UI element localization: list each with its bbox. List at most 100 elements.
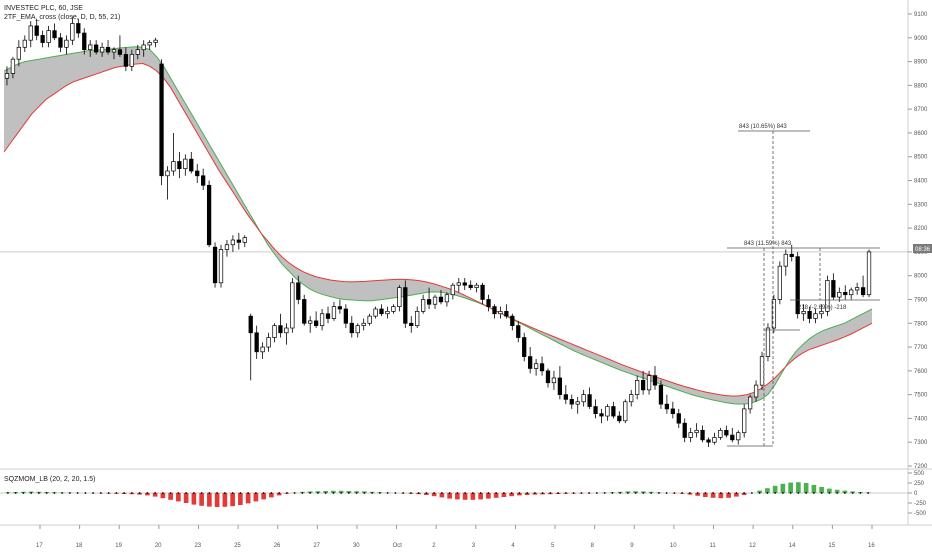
squeeze-dot [6,492,9,494]
candle-body [82,32,87,51]
candle-body [88,44,93,51]
candle-body [415,311,420,326]
candle-body [825,280,830,312]
candle-body [730,434,735,441]
time-tick-label: 3 [472,543,476,549]
squeeze-dot [371,492,374,494]
squeeze-dot [138,492,141,494]
candle-body [813,313,818,319]
candle-body [206,184,212,246]
candle-body [551,377,557,384]
oscillator-layer [0,482,908,507]
candle-body [629,394,634,403]
candle-body [189,158,194,172]
squeeze-dot [208,492,211,494]
squeeze-dot [216,492,219,494]
squeeze-dot [231,492,234,494]
squeeze-dot [704,492,707,494]
squeeze-dot [642,492,645,494]
squeeze-dot [588,492,591,494]
squeeze-dot [61,492,64,494]
squeeze-dot [177,492,180,494]
price-tick-label: 7400 [914,416,928,422]
candle-body [385,311,390,315]
candle-body [516,325,521,338]
candle-body [557,377,563,395]
squeeze-dot [495,492,498,494]
candle-body [569,399,574,405]
candle-body [599,413,604,417]
candle-body [325,313,331,319]
candle-body [296,282,301,300]
squeeze-dot [805,492,808,494]
candle-body [605,406,610,417]
candle-body [492,306,497,315]
candle-body [195,170,200,177]
candle-body [694,429,699,434]
squeeze-dot [735,492,738,494]
squeeze-dot [603,492,606,494]
squeeze-dot [836,492,839,494]
squeeze-dot [619,492,622,494]
squeeze-dot [564,492,567,494]
candle-body [831,280,836,298]
candle-body [403,287,408,324]
squeeze-dot [270,492,273,494]
squeeze-dot [68,492,71,494]
price-tick-label: 8300 [914,202,928,208]
candle-body [581,394,586,403]
squeeze-dot [45,492,48,494]
candle-body [248,315,253,334]
squeeze-dot [719,492,722,494]
squeeze-dot [262,492,265,494]
price-tick-label: 7200 [914,464,928,470]
measure-label-top: 843 (10.65%) 843 [739,124,787,130]
squeeze-dot [487,492,490,494]
squeeze-dot [301,492,304,494]
squeeze-dot [30,492,33,494]
squeeze-dot [84,492,87,494]
candle-body [28,25,33,41]
squeeze-dot [502,492,505,494]
candle-body [260,346,265,353]
squeeze-dot [448,492,451,494]
time-tick-label: 19 [115,543,122,549]
squeeze-dot [572,492,575,494]
price-tick-label: 7800 [914,321,928,327]
candle-body [337,306,343,310]
time-tick-label: 26 [274,543,281,549]
squeeze-dot [464,492,467,494]
squeeze-dot [634,492,637,494]
price-tick-label: 8200 [914,226,928,232]
candle-body [153,39,158,43]
candle-body [432,296,438,305]
squeeze-dot [541,492,544,494]
candle-body [242,237,247,243]
candle-body [64,39,69,48]
squeeze-dot [53,492,56,494]
candle-body [849,289,854,296]
squeeze-dot [76,492,79,494]
candle-body [10,58,16,74]
candle-body [486,299,491,307]
candle-body [129,54,134,67]
squeeze-dot [22,492,25,494]
price-tick-label: 7500 [914,393,928,399]
candle-body [308,320,313,324]
candle-body [611,406,616,417]
squeeze-dot [324,492,327,494]
squeeze-dot [285,492,288,494]
candle-body [759,356,765,386]
candle-body [640,380,646,391]
squeeze-dot [146,492,149,494]
price-tick-label: 7300 [914,440,928,446]
time-tick-label: 8 [591,543,595,549]
candle-body [777,265,782,300]
candle-body [706,439,711,443]
candle-body [837,291,842,298]
squeeze-dot [781,492,784,494]
candle-body [52,30,57,39]
candle-body [533,363,539,369]
squeeze-dot [347,492,350,494]
candle-body [218,249,224,284]
